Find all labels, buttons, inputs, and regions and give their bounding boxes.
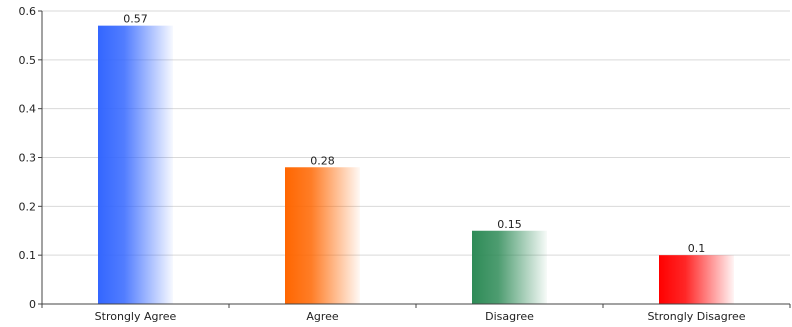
bar-agree bbox=[285, 167, 360, 304]
y-axis-ticks: 0 0.1 0.2 0.3 0.4 0.5 0.6 bbox=[19, 5, 42, 311]
data-label: 0.28 bbox=[310, 154, 335, 167]
bar-disagree bbox=[472, 230, 547, 304]
x-tick-label: Strongly Agree bbox=[95, 310, 177, 323]
x-axis-ticks: Strongly Agree Agree Disagree Strongly Disa… bbox=[41, 304, 791, 323]
y-tick-label: 0.3 bbox=[19, 152, 37, 165]
y-tick-label: 0.5 bbox=[19, 54, 37, 67]
y-tick-label: 0.1 bbox=[19, 249, 37, 262]
bar-strongly-disagree bbox=[659, 255, 734, 304]
y-tick-label: 0.6 bbox=[19, 5, 37, 18]
axes bbox=[41, 11, 790, 305]
data-label: 0.1 bbox=[688, 242, 706, 255]
data-labels: 0.57 0.28 0.15 0.1 bbox=[123, 13, 705, 256]
y-tick-label: 0.4 bbox=[19, 103, 37, 116]
data-label: 0.15 bbox=[497, 218, 522, 231]
bars bbox=[98, 25, 734, 305]
x-tick-label: Disagree bbox=[485, 310, 534, 323]
y-tick-label: 0 bbox=[29, 298, 36, 311]
y-tick-label: 0.2 bbox=[19, 200, 37, 213]
data-label: 0.57 bbox=[123, 13, 148, 26]
x-tick-label: Strongly Disagree bbox=[647, 310, 745, 323]
bar-strongly-agree bbox=[98, 25, 173, 305]
x-tick-label: Agree bbox=[306, 310, 339, 323]
